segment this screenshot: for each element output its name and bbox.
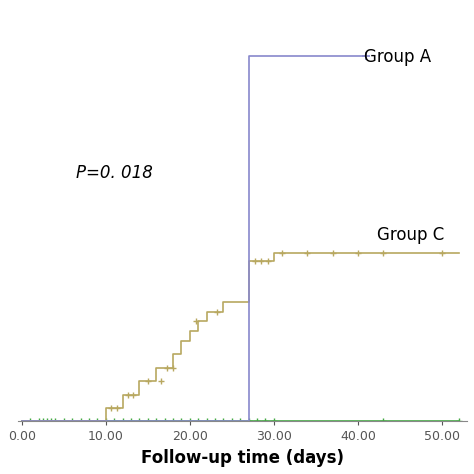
Text: Group A: Group A xyxy=(364,48,431,66)
Text: Group C: Group C xyxy=(377,226,445,244)
X-axis label: Follow-up time (days): Follow-up time (days) xyxy=(141,449,344,467)
Text: P=0. 018: P=0. 018 xyxy=(76,164,153,182)
